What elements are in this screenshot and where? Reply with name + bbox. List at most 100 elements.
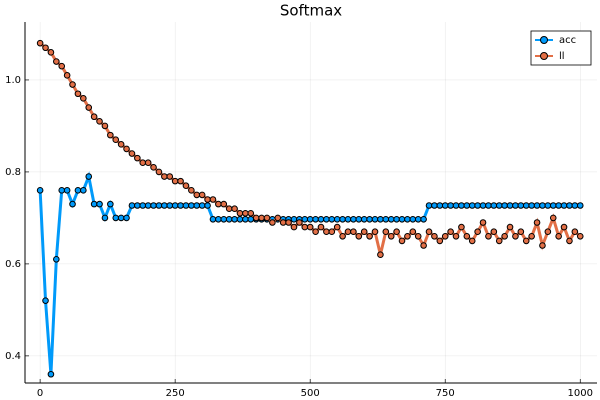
marker <box>53 58 60 65</box>
marker <box>117 141 125 148</box>
marker <box>409 215 417 223</box>
marker <box>317 223 325 231</box>
marker <box>231 215 238 223</box>
marker <box>112 214 120 222</box>
marker <box>431 202 438 209</box>
marker <box>171 202 179 209</box>
marker <box>560 223 568 231</box>
marker <box>134 154 141 162</box>
marker <box>182 202 190 209</box>
marker <box>123 214 130 222</box>
marker <box>215 215 222 223</box>
marker <box>166 173 174 180</box>
marker <box>150 164 157 171</box>
marker <box>452 202 460 209</box>
marker <box>177 202 184 209</box>
marker <box>236 210 244 217</box>
legend-label: acc <box>559 35 576 46</box>
marker <box>544 228 552 236</box>
marker <box>512 202 519 209</box>
marker <box>290 215 298 223</box>
marker <box>490 202 498 209</box>
marker <box>328 228 336 236</box>
marker <box>371 228 379 236</box>
marker <box>279 219 287 226</box>
marker <box>242 210 249 217</box>
marker <box>409 228 417 236</box>
marker <box>387 215 395 223</box>
marker <box>398 237 406 245</box>
marker <box>306 223 314 231</box>
marker <box>441 233 449 240</box>
marker <box>420 215 427 223</box>
marker <box>333 215 341 223</box>
marker <box>188 187 195 194</box>
marker <box>382 215 390 223</box>
marker <box>344 215 352 223</box>
marker <box>193 202 201 209</box>
legend-label: ll <box>559 51 565 62</box>
marker <box>58 62 66 70</box>
marker <box>501 233 508 240</box>
marker <box>193 191 201 199</box>
marker <box>350 228 357 236</box>
x-tick-label: 500 <box>301 388 320 399</box>
marker <box>366 233 373 240</box>
marker <box>80 95 87 102</box>
marker <box>533 219 541 226</box>
marker <box>463 202 471 209</box>
marker <box>139 159 147 167</box>
marker <box>263 214 271 222</box>
marker <box>468 237 476 245</box>
marker <box>539 202 546 209</box>
marker <box>544 202 552 209</box>
marker <box>555 202 562 209</box>
marker <box>549 214 557 222</box>
marker <box>101 122 109 130</box>
marker <box>377 215 384 223</box>
marker <box>441 202 449 209</box>
marker <box>323 228 330 236</box>
marker <box>242 215 249 223</box>
marker <box>404 215 411 223</box>
marker <box>42 297 49 304</box>
marker <box>123 145 130 153</box>
marker <box>549 202 557 209</box>
marker <box>495 202 503 209</box>
marker <box>150 202 157 209</box>
marker <box>209 215 217 223</box>
marker <box>501 202 508 209</box>
marker <box>560 202 568 209</box>
marker <box>96 118 103 125</box>
marker <box>474 202 481 209</box>
marker <box>306 215 314 223</box>
marker <box>155 168 163 176</box>
marker <box>252 214 260 222</box>
marker <box>566 237 573 245</box>
marker <box>414 233 422 240</box>
marker <box>317 215 325 223</box>
marker <box>53 255 60 263</box>
marker <box>431 233 438 240</box>
marker <box>85 104 93 111</box>
marker <box>355 215 363 223</box>
marker <box>512 233 519 240</box>
marker <box>155 202 163 209</box>
marker <box>333 223 341 231</box>
marker <box>69 200 76 208</box>
marker <box>80 187 87 194</box>
marker <box>447 228 454 236</box>
marker <box>522 237 530 245</box>
marker <box>387 233 395 240</box>
marker <box>225 215 233 223</box>
marker <box>285 219 292 226</box>
marker <box>144 202 152 209</box>
legend-box <box>530 30 592 66</box>
marker <box>555 233 562 240</box>
x-tick-label: 750 <box>436 388 455 399</box>
marker <box>204 202 211 209</box>
marker <box>161 173 168 180</box>
marker <box>463 233 471 240</box>
marker <box>188 202 195 209</box>
